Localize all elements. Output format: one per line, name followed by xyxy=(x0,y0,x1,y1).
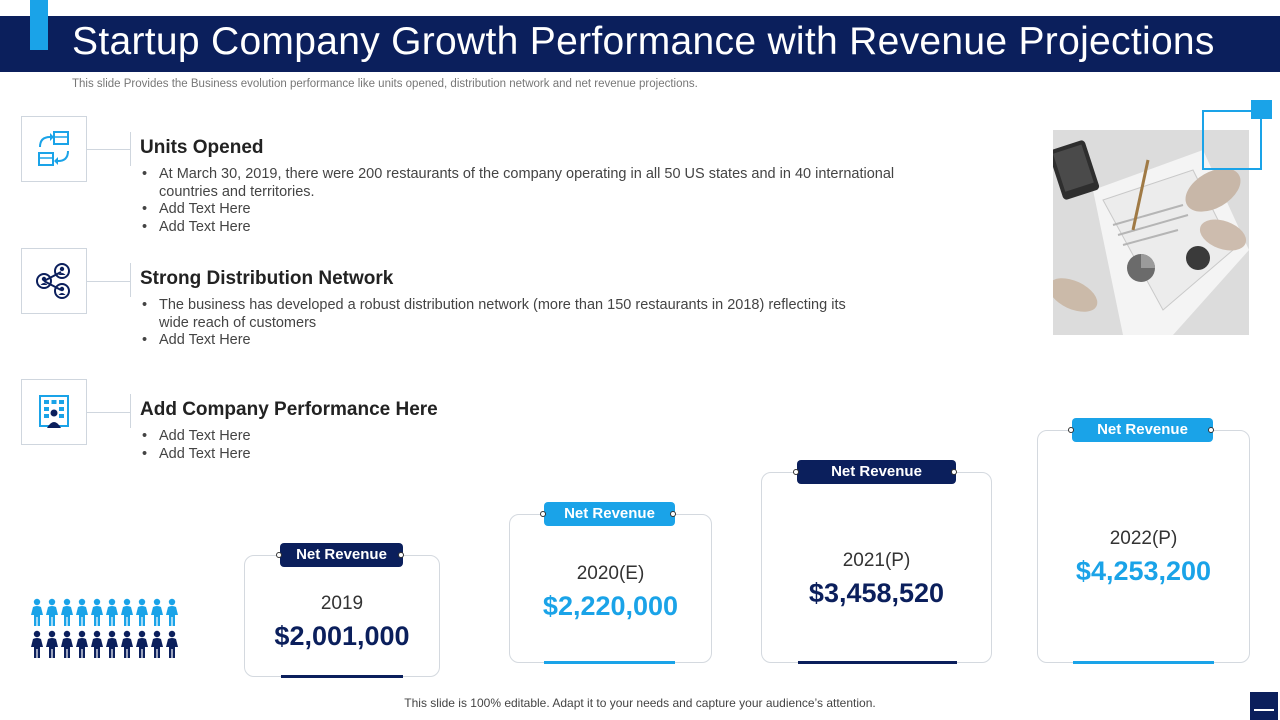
distribution-icon-box xyxy=(21,248,87,314)
net-revenue-tag: Net Revenue xyxy=(280,543,403,567)
tag-dot xyxy=(670,511,676,517)
section-divider xyxy=(130,263,131,297)
revenue-card-2021: 2021(P) $3,458,520 xyxy=(761,472,992,664)
revenue-year: 2022(P) xyxy=(1109,528,1178,549)
revenue-card-2020: 2020(E) $2,220,000 xyxy=(509,514,712,664)
section-title-units-opened: Units Opened xyxy=(140,137,264,158)
photo-illustration xyxy=(1053,130,1249,335)
person-figure-icon xyxy=(61,630,73,658)
page-subtitle: This slide Provides the Business evoluti… xyxy=(72,78,698,90)
bullet-item: Add Text Here xyxy=(142,219,912,237)
card-accent-bar xyxy=(1073,661,1214,664)
section-title-distribution: Strong Distribution Network xyxy=(140,268,394,289)
section-connector xyxy=(87,281,131,282)
revenue-card-2022: 2022(P) $4,253,200 xyxy=(1037,430,1250,664)
people-figures-icon xyxy=(31,598,178,658)
network-people-icon xyxy=(36,263,70,299)
bullet-item: Add Text Here xyxy=(142,201,912,219)
person-figure-icon xyxy=(151,598,163,626)
section-connector xyxy=(87,149,131,150)
title-accent-bar xyxy=(30,0,48,50)
units-opened-bullets: At March 30, 2019, there were 200 restau… xyxy=(142,166,912,236)
section-divider xyxy=(130,132,131,166)
bullet-item: Add Text Here xyxy=(142,332,872,350)
person-figure-icon xyxy=(106,630,118,658)
net-revenue-tag: Net Revenue xyxy=(797,460,956,484)
revenue-year: 2019 xyxy=(320,593,364,614)
person-figure-icon xyxy=(151,630,163,658)
person-figure-icon xyxy=(136,598,148,626)
tag-dot xyxy=(1208,427,1214,433)
bullet-item: The business has developed a robust dist… xyxy=(142,297,872,332)
person-figure-icon xyxy=(91,630,103,658)
title-bar xyxy=(0,16,1280,72)
revenue-value: $4,253,200 xyxy=(1075,556,1212,586)
photo-accent-frame xyxy=(1202,110,1262,170)
section-connector xyxy=(87,412,131,413)
revenue-year: 2020(E) xyxy=(576,563,645,584)
people-group-icon xyxy=(30,598,182,665)
page-title: Startup Company Growth Performance with … xyxy=(72,20,1215,63)
revenue-year: 2021(P) xyxy=(842,550,911,571)
net-revenue-tag: Net Revenue xyxy=(544,502,675,526)
tag-dot xyxy=(276,552,282,558)
person-figure-icon xyxy=(136,630,148,658)
person-figure-icon xyxy=(76,598,88,626)
building-person-icon xyxy=(39,395,69,428)
boxes-exchange-icon xyxy=(38,131,69,166)
person-figure-icon xyxy=(91,598,103,626)
tag-dot xyxy=(793,469,799,475)
tag-dot xyxy=(951,469,957,475)
performance-bullets: Add Text Here Add Text Here xyxy=(142,428,742,463)
person-figure-icon xyxy=(121,630,133,658)
card-accent-bar xyxy=(281,675,403,678)
person-figure-icon xyxy=(121,598,133,626)
distribution-bullets: The business has developed a robust dist… xyxy=(142,297,872,350)
person-figure-icon xyxy=(106,598,118,626)
net-revenue-tag: Net Revenue xyxy=(1072,418,1213,442)
card-accent-bar xyxy=(544,661,675,664)
revenue-value: $2,220,000 xyxy=(542,591,679,621)
desk-analytics-photo xyxy=(1053,130,1249,335)
person-figure-icon xyxy=(31,598,43,626)
bullet-item: At March 30, 2019, there were 200 restau… xyxy=(142,166,912,201)
person-figure-icon xyxy=(46,598,58,626)
performance-icon-box xyxy=(21,379,87,445)
person-figure-icon xyxy=(166,630,178,658)
person-figure-icon xyxy=(76,630,88,658)
person-figure-icon xyxy=(166,598,178,626)
revenue-value: $3,458,520 xyxy=(808,578,945,608)
photo-accent-square xyxy=(1251,100,1272,119)
slide-corner-icon xyxy=(1250,692,1278,720)
revenue-card-2019: 2019 $2,001,000 xyxy=(244,555,440,678)
card-accent-bar xyxy=(798,661,957,664)
tag-dot xyxy=(398,552,404,558)
person-figure-icon xyxy=(31,630,43,658)
section-divider xyxy=(130,394,131,428)
section-title-performance: Add Company Performance Here xyxy=(140,399,438,420)
revenue-value: $2,001,000 xyxy=(274,621,410,651)
person-figure-icon xyxy=(61,598,73,626)
bullet-item: Add Text Here xyxy=(142,428,742,446)
tag-dot xyxy=(540,511,546,517)
bullet-item: Add Text Here xyxy=(142,446,742,464)
units-opened-icon-box xyxy=(21,116,87,182)
person-figure-icon xyxy=(46,630,58,658)
tag-dot xyxy=(1068,427,1074,433)
footer-note: This slide is 100% editable. Adapt it to… xyxy=(404,696,876,710)
